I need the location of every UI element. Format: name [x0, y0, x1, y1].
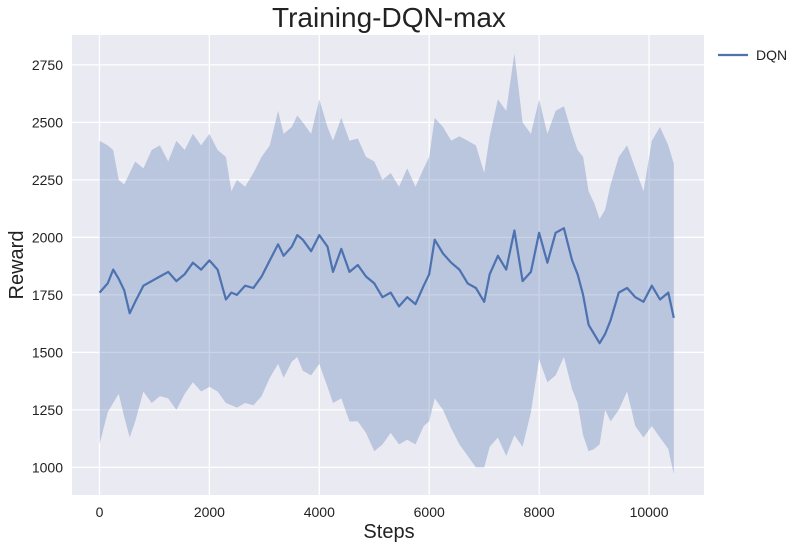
y-tick-label: 1000	[32, 459, 63, 475]
series-line-layer	[98, 227, 675, 345]
y-tick-label: 1500	[32, 344, 63, 360]
y-tick-label: 2500	[32, 114, 63, 130]
y-tick-label: 1750	[32, 287, 63, 303]
y-tick-label: 2750	[32, 57, 63, 73]
confidence-band-layer	[99, 53, 674, 475]
series-line-dqn	[98, 227, 675, 345]
plot-area	[72, 35, 704, 495]
y-tick-label: 2250	[32, 172, 63, 188]
x-tick-label: 10000	[630, 504, 669, 520]
x-tick-label: 6000	[414, 504, 445, 520]
chart-title: Training-DQN-max	[272, 2, 506, 33]
x-tick-labels: 0 2000 4000 6000 8000 10000	[96, 504, 669, 520]
x-tick-label: 0	[96, 504, 104, 520]
series-band-dqn	[99, 53, 674, 475]
y-tick-labels: 1000 1250 1500 1750 2000 2250 2500 2750	[32, 57, 63, 475]
y-tick-label: 1250	[32, 402, 63, 418]
y-axis-label: Reward	[6, 231, 28, 300]
x-axis-label: Steps	[363, 521, 414, 543]
y-tick-label: 2000	[32, 229, 63, 245]
x-tick-label: 2000	[194, 504, 225, 520]
legend: DQN	[718, 47, 787, 63]
x-tick-label: 4000	[304, 504, 335, 520]
x-tick-label: 8000	[524, 504, 555, 520]
legend-label-dqn: DQN	[756, 47, 787, 63]
